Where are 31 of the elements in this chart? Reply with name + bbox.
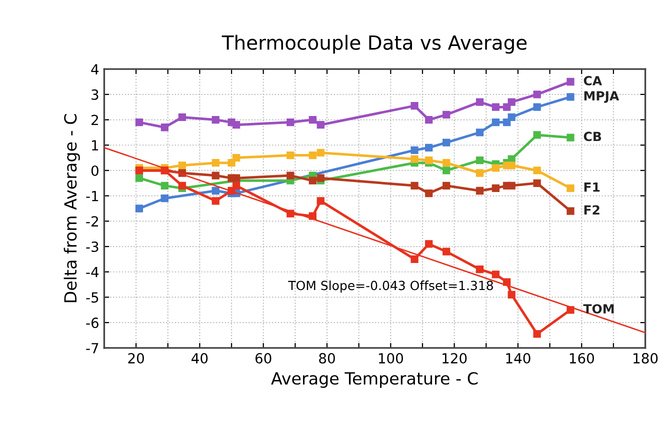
series-label: CB [584, 132, 602, 142]
y-tick-label: -1 [86, 190, 98, 202]
x-tick-label: 140 [506, 353, 530, 364]
y-tick-label: -6 [86, 318, 98, 328]
y-tick-label: -2 [86, 216, 98, 226]
x-axis-title: Average Temperature - C [271, 372, 478, 388]
x-tick-label: 120 [442, 353, 467, 364]
x-tick-label: 60 [255, 353, 272, 364]
annotation: TOM Slope=-0.043 Offset=1.318 [288, 280, 493, 293]
series-label: TOM [583, 304, 614, 314]
y-tick-label: -7 [86, 343, 98, 354]
y-tick-label: 1 [92, 140, 98, 150]
x-tick-label: 100 [378, 353, 403, 364]
y-axis-title: Delta from Average - C [64, 114, 80, 302]
y-tick-label: 2 [92, 114, 98, 126]
y-tick-label: -5 [86, 292, 98, 303]
y-tick-label: 0 [91, 165, 98, 176]
x-tick-label: 180 [634, 353, 658, 364]
chart-title: Thermocouple Data vs Average [222, 34, 527, 54]
y-tick-label: 3 [92, 89, 98, 100]
series-label: F2 [584, 205, 600, 214]
y-tick-label: -3 [86, 241, 98, 252]
series-label: CA [584, 76, 602, 86]
series-label: F1 [584, 182, 600, 192]
series-label: MPJA [584, 91, 620, 103]
x-tick-label: 80 [319, 353, 335, 364]
x-tick-label: 20 [128, 353, 144, 364]
x-tick-label: 160 [570, 353, 594, 364]
y-tick-label: 4 [91, 64, 99, 74]
x-tick-label: 40 [192, 353, 208, 364]
y-tick-label: -4 [86, 267, 99, 278]
